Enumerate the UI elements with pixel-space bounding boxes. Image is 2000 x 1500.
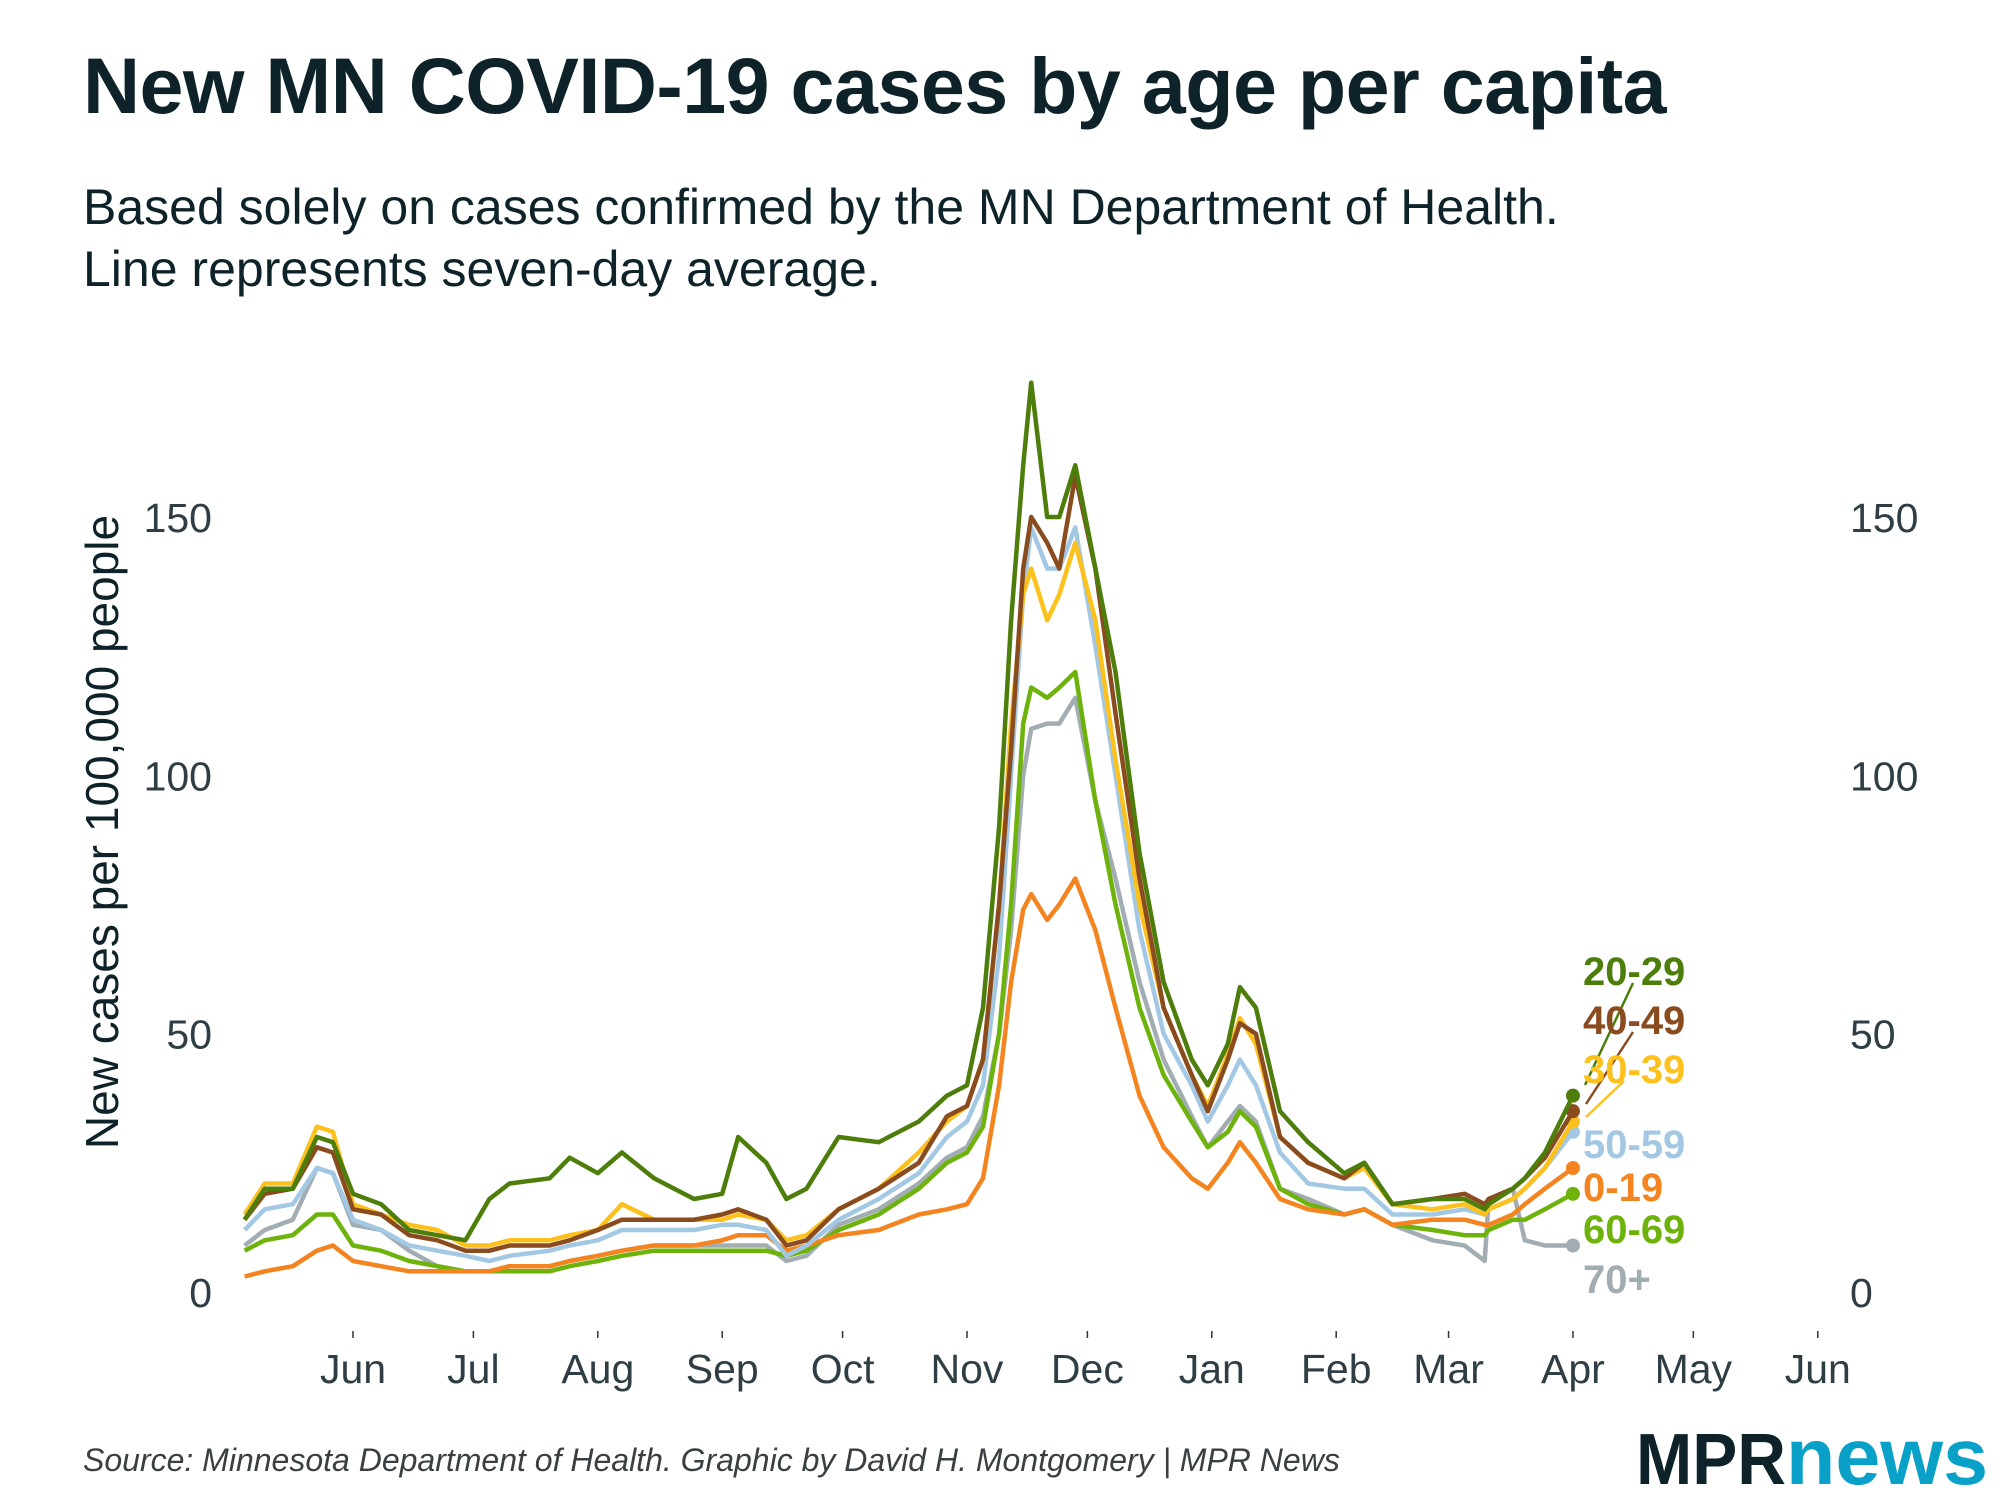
legend-label-60-69: 60-69 [1583,1208,1685,1252]
y-axis-left: 0 50 100 150 [144,495,212,1316]
legend-leader-lines [1583,982,1635,1118]
legend-label-0-19: 0-19 [1583,1166,1663,1210]
y-tick-label-left: 0 [189,1270,212,1316]
x-tick-label: Apr [1541,1346,1605,1392]
x-tick-label: Nov [931,1346,1004,1392]
y-tick-label-right: 50 [1850,1012,1896,1058]
mpr-news-logo: MPR news [1636,1412,1988,1500]
x-tick-label: Sep [686,1346,759,1392]
svg-text:news: news [1786,1412,1988,1500]
y-tick-label-left: 150 [144,495,212,541]
end-point-60-69 [1565,1186,1580,1201]
y-tick-label-right: 100 [1850,753,1918,799]
series-line-30-39 [242,540,1575,1248]
x-tick-label: Aug [561,1346,634,1392]
leader-line-40-49 [1584,1031,1635,1105]
x-tick-label: Mar [1413,1346,1484,1392]
chart-title: New MN COVID-19 cases by age per capita [83,41,1667,130]
series-line-70+ [243,695,1573,1274]
legend-label-40-49: 40-49 [1583,999,1685,1043]
chart-subtitle-line-1: Based solely on cases confirmed by the M… [83,179,1559,235]
x-tick-label: Oct [811,1346,875,1392]
end-point-20-29 [1565,1088,1580,1103]
legend-label-70+: 70+ [1583,1258,1651,1302]
x-tick-label: May [1655,1346,1733,1392]
x-tick-label: Feb [1301,1346,1372,1392]
legend-label-50-59: 50-59 [1583,1123,1685,1167]
x-tick-label: Jun [320,1346,386,1392]
x-tick-label: Jul [447,1346,499,1392]
svg-text:MPR: MPR [1636,1420,1786,1500]
y-axis-right: 0 50 100 150 [1850,495,1918,1316]
y-tick-label-right: 150 [1850,495,1918,541]
x-axis: Jun Jul Aug Sep Oct Nov Dec Jan Feb Mar Apr May Jun [320,1331,1851,1392]
end-point-70+ [1565,1238,1580,1253]
y-tick-label-left: 50 [166,1012,212,1058]
chart-subtitle-line-2: Line represents seven-day average. [83,241,881,297]
y-tick-label-left: 100 [144,753,212,799]
y-tick-label-right: 0 [1850,1270,1873,1316]
end-point-0-19 [1565,1160,1580,1175]
x-tick-label: Dec [1051,1346,1124,1392]
x-tick-label: Jun [1785,1346,1851,1392]
series-line-40-49 [242,473,1575,1253]
y-axis-label: New cases per 100,000 people [76,515,128,1149]
leader-line-20-29 [1583,982,1635,1086]
series-line-20-29 [242,380,1576,1243]
legend-label-20-29: 20-29 [1583,950,1685,994]
x-tick-label: Jan [1179,1346,1245,1392]
source-credit: Source: Minnesota Department of Health. … [83,1442,1340,1478]
series-lines [242,380,1580,1279]
series-line-0-19 [244,876,1575,1279]
leader-line-30-39 [1585,1080,1625,1118]
legend-label-30-39: 30-39 [1583,1048,1685,1092]
series-line-50-59 [242,525,1575,1264]
